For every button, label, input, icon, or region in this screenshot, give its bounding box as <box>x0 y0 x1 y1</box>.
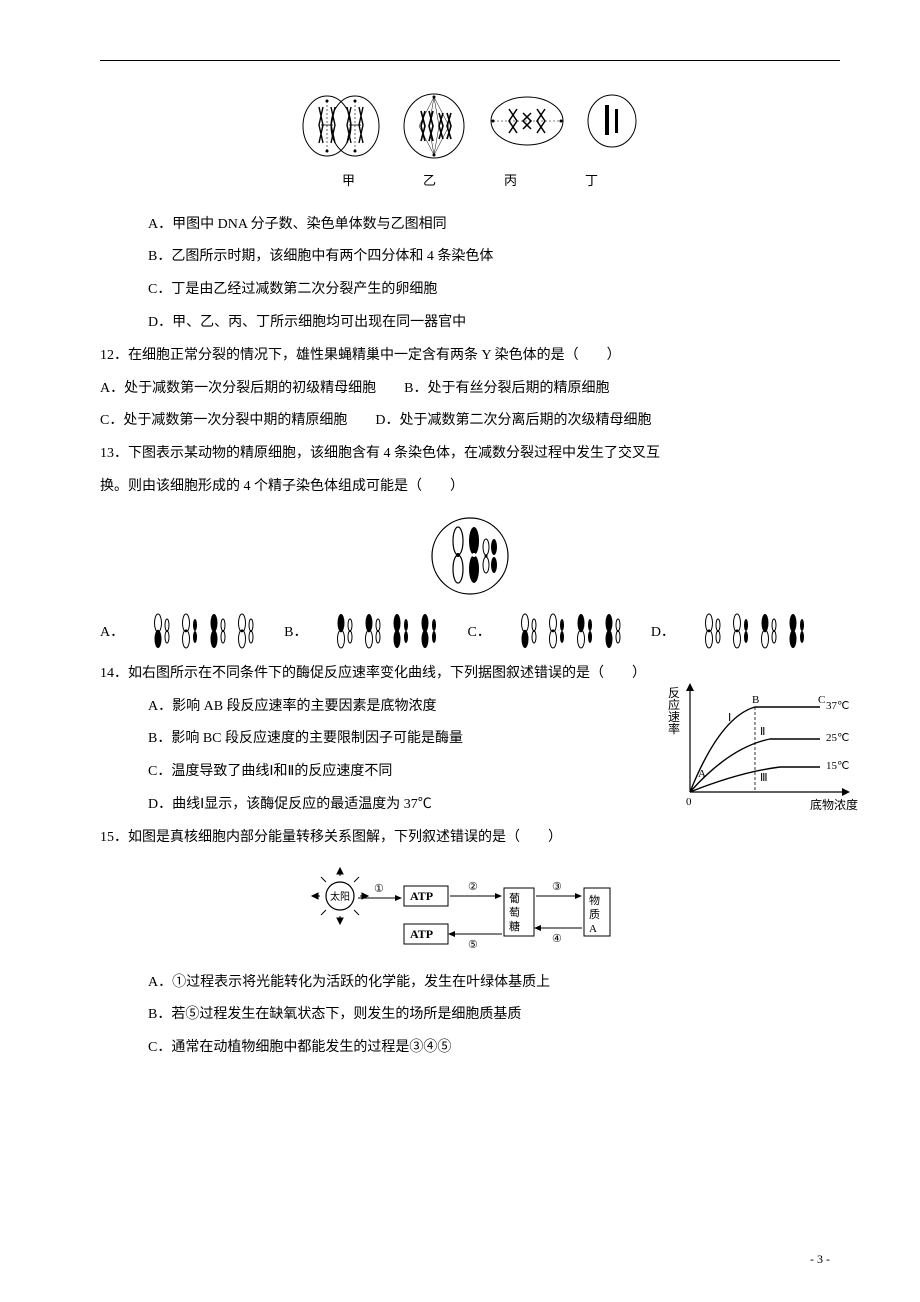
exam-page: 甲 乙 丙 丁 A．甲图中 DNA 分子数、染色单体数与乙图相同 B．乙图所示时… <box>0 0 920 1302</box>
cell-ding-icon <box>585 91 640 161</box>
svg-text:25℃: 25℃ <box>826 732 849 744</box>
q13-opt-d-label: D． <box>651 618 675 649</box>
q12-ab: A．处于减数第一次分裂后期的初级精母细胞 B．处于有丝分裂后期的精原细胞 <box>100 374 840 405</box>
svg-text:A: A <box>698 768 706 780</box>
q11-figure-labels: 甲 乙 丙 丁 <box>100 167 840 196</box>
q13-opt-c-icon <box>517 611 627 649</box>
q11-opt-a: A．甲图中 DNA 分子数、染色单体数与乙图相同 <box>100 210 840 241</box>
q13-opt-a-icon <box>150 611 260 649</box>
label-jia: 甲 <box>342 167 355 196</box>
q11-opt-b: B．乙图所示时期，该细胞中有两个四分体和 4 条染色体 <box>100 242 840 273</box>
q13-opt-a-label: A． <box>100 618 124 649</box>
q13-main-figure <box>100 511 840 601</box>
q11-figures <box>100 91 840 161</box>
q11-opt-c: C．丁是由乙经过减数第二次分裂产生的卵细胞 <box>100 275 840 306</box>
cell-yi-icon <box>399 91 469 161</box>
label-yi: 乙 <box>423 167 436 196</box>
q13-opt-b-label: B． <box>284 618 307 649</box>
svg-text:Ⅱ: Ⅱ <box>760 726 765 738</box>
q11-opt-d: D．甲、乙、丙、丁所示细胞均可出现在同一器官中 <box>100 308 840 339</box>
svg-text:ATP: ATP <box>410 889 433 903</box>
svg-text:B: B <box>752 694 759 706</box>
svg-text:A: A <box>589 923 597 935</box>
q13-opt-d-icon <box>701 611 811 649</box>
svg-text:Ⅲ: Ⅲ <box>760 772 768 784</box>
svg-text:0: 0 <box>686 796 692 808</box>
svg-text:②: ② <box>468 881 478 893</box>
svg-text:37℃: 37℃ <box>826 700 849 712</box>
label-bing: 丙 <box>504 167 517 196</box>
svg-text:③: ③ <box>552 881 562 893</box>
svg-text:①: ① <box>374 883 384 895</box>
q13-stem2: 换。则由该细胞形成的 4 个精子染色体组成可能是（ ） <box>100 472 840 503</box>
q14-block: 14．如右图所示在不同条件下的酶促反应速率变化曲线，下列据图叙述错误的是（ ） … <box>100 659 840 821</box>
q15-opt-c: C．通常在动植物细胞中都能发生的过程是③④⑤ <box>100 1033 840 1064</box>
svg-text:萄: 萄 <box>509 906 520 919</box>
svg-text:⑤: ⑤ <box>468 939 478 951</box>
cell-jia-icon <box>301 91 381 161</box>
svg-text:太阳: 太阳 <box>330 890 350 903</box>
q13-opt-b-icon <box>333 611 443 649</box>
svg-text:④: ④ <box>552 933 562 945</box>
top-rule <box>100 60 840 61</box>
q13-options-row: A． B． <box>100 611 840 649</box>
spermatogonium-icon <box>430 511 510 601</box>
label-ding: 丁 <box>585 167 598 196</box>
q12-cd: C．处于减数第一次分裂中期的精原细胞 D．处于减数第二次分离后期的次级精母细胞 <box>100 406 840 437</box>
q15-diagram-icon: 太阳 ① ATP ATP ② 葡 <box>100 866 840 956</box>
svg-text:底物浓度: 底物浓度 <box>810 797 858 812</box>
svg-text:Ⅰ: Ⅰ <box>728 712 731 724</box>
svg-text:质: 质 <box>589 908 600 921</box>
q13-stem1: 13．下图表示某动物的精原细胞，该细胞含有 4 条染色体，在减数分裂过程中发生了… <box>100 439 840 470</box>
svg-text:葡: 葡 <box>509 892 520 905</box>
svg-text:C: C <box>818 694 825 706</box>
cell-bing-icon <box>487 91 567 161</box>
q15-opt-b: B．若⑤过程发生在缺氧状态下，则发生的场所是细胞质基质 <box>100 1000 840 1031</box>
svg-text:糖: 糖 <box>509 919 520 933</box>
svg-text:ATP: ATP <box>410 927 433 941</box>
page-number: - 3 - <box>810 1246 830 1272</box>
q13-opt-c-label: C． <box>467 618 490 649</box>
q14-graph-icon: 反应速率 A B C Ⅰ Ⅱ Ⅲ 37℃ 25℃ 15℃ 0 底物浓度 <box>660 677 860 830</box>
q12-stem: 12．在细胞正常分裂的情况下，雄性果蝇精巢中一定含有两条 Y 染色体的是（ ） <box>100 341 840 372</box>
graph-ylabel: 反应速率 <box>668 686 680 736</box>
q15-opt-a: A．①过程表示将光能转化为活跃的化学能，发生在叶绿体基质上 <box>100 968 840 999</box>
svg-text:物: 物 <box>589 893 600 907</box>
svg-text:15℃: 15℃ <box>826 760 849 772</box>
